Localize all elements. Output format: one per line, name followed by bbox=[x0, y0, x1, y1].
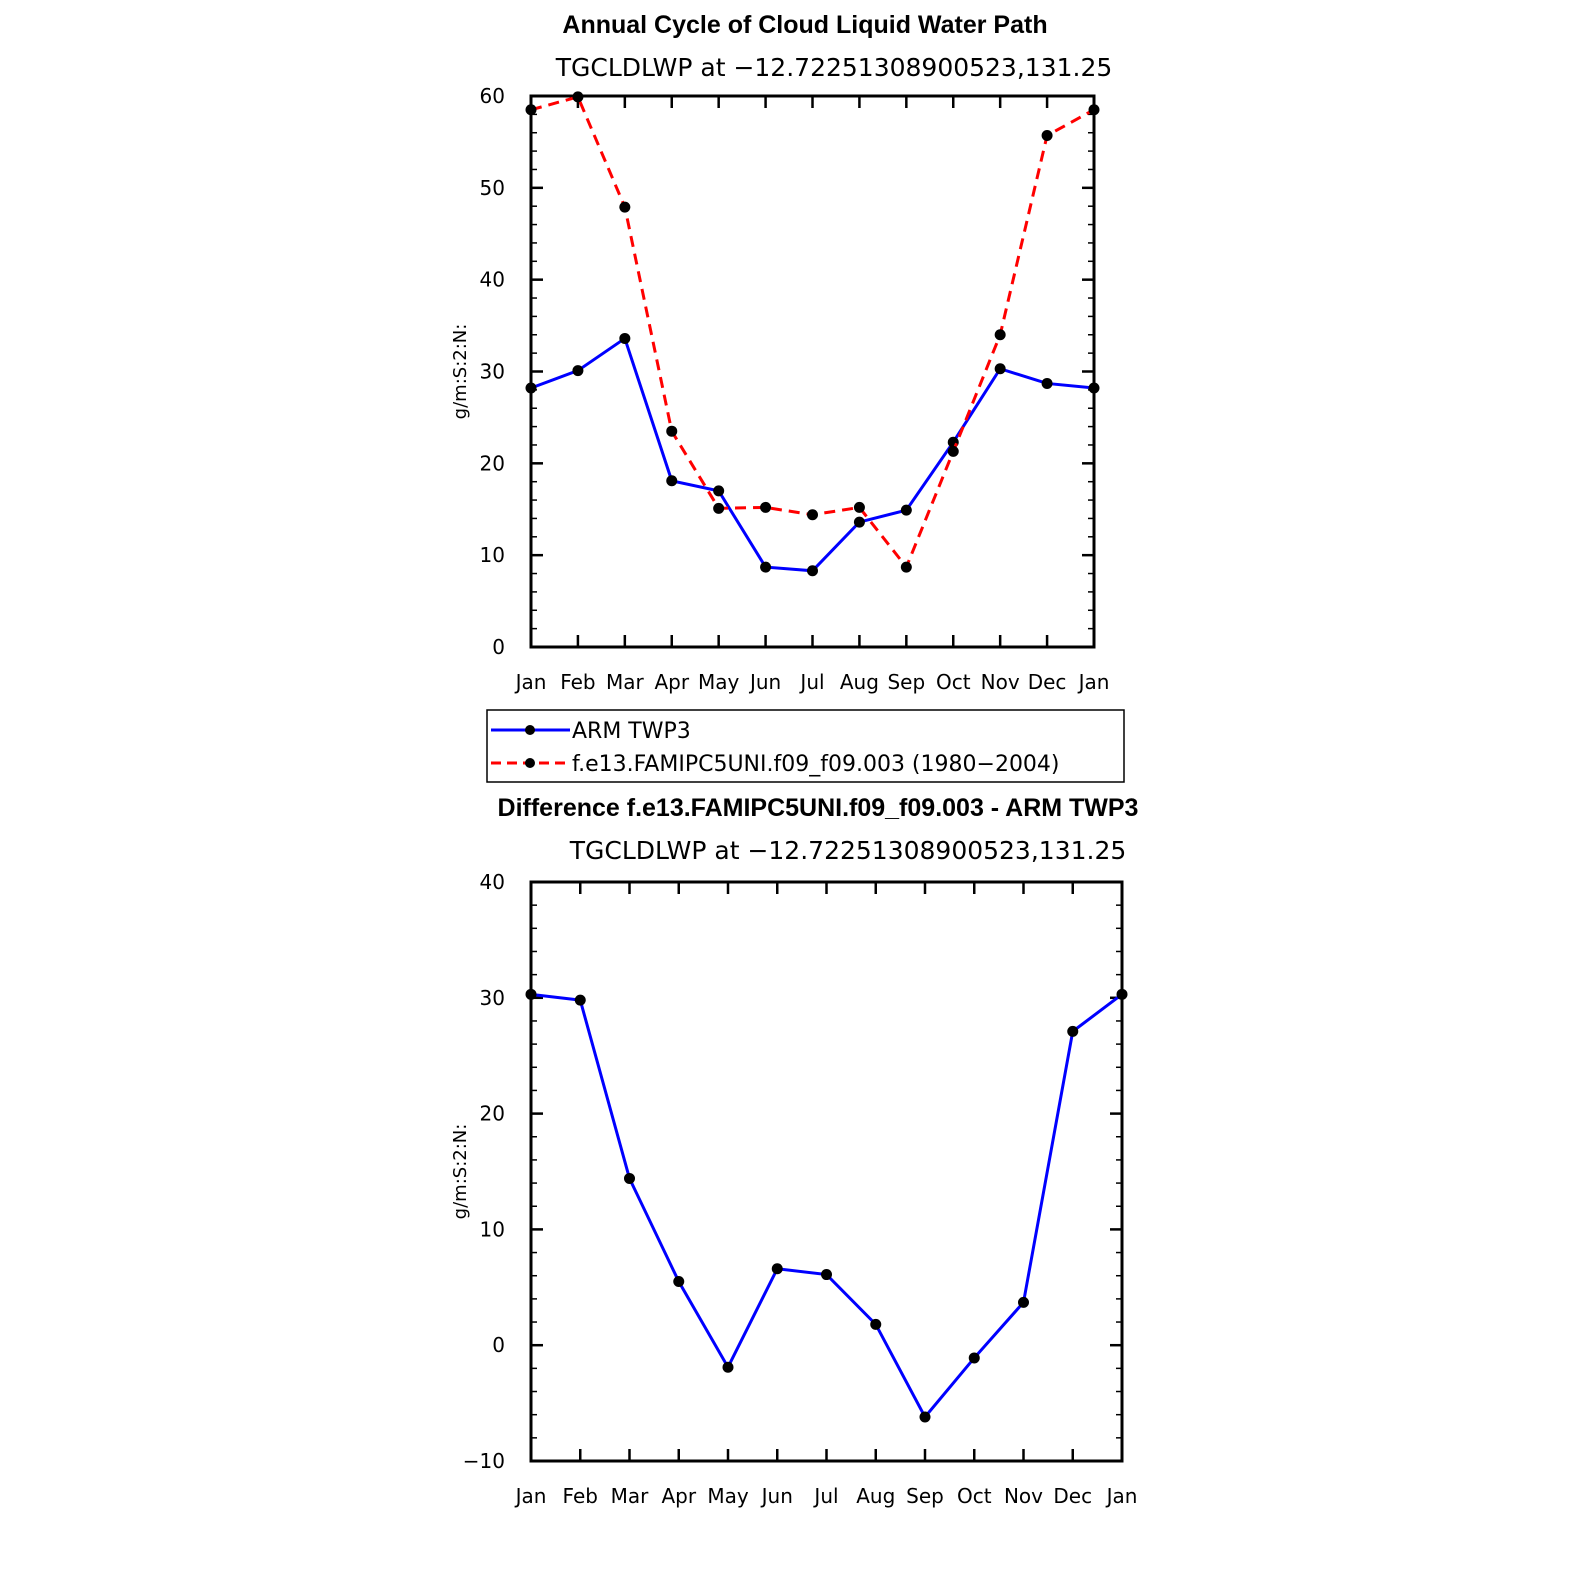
top-x-tick-label: Apr bbox=[654, 670, 689, 694]
top-series-1-point bbox=[666, 425, 678, 437]
bottom-y-tick-label: 30 bbox=[480, 986, 505, 1010]
bottom-series-0-point bbox=[722, 1361, 734, 1373]
bottom-series-0-point bbox=[870, 1318, 882, 1330]
bottom-series-0-point bbox=[771, 1263, 783, 1275]
bottom-series-0-point bbox=[624, 1172, 635, 1184]
bottom-x-tick-label: Jan bbox=[514, 1484, 547, 1508]
legend-label-model: f.e13.FAMIPC5UNI.f09_f09.003 (1980−2004) bbox=[572, 752, 1060, 777]
bottom-y-tick-label: 20 bbox=[480, 1102, 505, 1126]
top-y-tick-label: 10 bbox=[480, 543, 505, 567]
top-series-1-point bbox=[572, 91, 584, 103]
top-series-0-point bbox=[994, 363, 1006, 375]
legend: ARM TWP3 f.e13.FAMIPC5UNI.f09_f09.003 (1… bbox=[486, 709, 1125, 783]
bottom-y-tick-label: 10 bbox=[480, 1217, 505, 1241]
top-series-0-point bbox=[1088, 382, 1100, 394]
bottom-y-axis-label: g/m:S:2:N: bbox=[450, 1124, 471, 1220]
top-chart-subtitle: TGCLDLWP at −12.72251308900523,131.25 bbox=[555, 53, 1113, 82]
bottom-series-0-point bbox=[1067, 1025, 1079, 1037]
bottom-x-tick-label: May bbox=[707, 1484, 749, 1508]
top-x-tick-label: Jul bbox=[798, 670, 824, 694]
legend-marker-arm bbox=[525, 725, 535, 735]
top-y-tick-label: 0 bbox=[492, 635, 505, 659]
top-y-tick-label: 60 bbox=[480, 84, 505, 108]
bottom-x-tick-label: Mar bbox=[611, 1484, 650, 1508]
legend-marker-model bbox=[525, 758, 535, 768]
top-x-tick-label: Feb bbox=[560, 670, 595, 694]
top-x-tick-label: Jan bbox=[514, 670, 547, 694]
bottom-chart-marks bbox=[525, 988, 1128, 1423]
legend-label-arm: ARM TWP3 bbox=[572, 719, 691, 744]
top-y-tick-label: 50 bbox=[480, 176, 505, 200]
bottom-series-0-point bbox=[968, 1352, 980, 1364]
bottom-y-tick-label: −10 bbox=[463, 1449, 505, 1473]
legend-box bbox=[486, 709, 1125, 783]
bottom-series-0-point bbox=[1018, 1296, 1029, 1308]
bottom-y-tick-label: 40 bbox=[480, 870, 505, 894]
top-y-axis-label: g/m:S:2:N: bbox=[450, 324, 471, 420]
top-series-1-point bbox=[807, 509, 818, 521]
bottom-series-0-point bbox=[525, 988, 537, 1000]
top-series-0-point bbox=[572, 365, 584, 377]
top-series-1-point bbox=[947, 445, 959, 457]
bottom-x-tick-label: Dec bbox=[1053, 1484, 1092, 1508]
bottom-series-line-0 bbox=[530, 992, 1123, 1420]
bottom-chart-axes: Jan Feb Mar Apr May Jun Jul Aug Sep Oct Nov Dec Jan−… bbox=[450, 870, 1137, 1508]
top-y-tick-label: 30 bbox=[480, 360, 505, 384]
top-chart-marks bbox=[525, 91, 1100, 577]
top-series-1-point bbox=[525, 104, 537, 116]
bottom-x-tick-label: Nov bbox=[1004, 1484, 1043, 1508]
top-series-line-1 bbox=[530, 95, 1095, 571]
bottom-series-0-point bbox=[821, 1269, 832, 1281]
top-series-0-point bbox=[853, 516, 865, 528]
top-series-1-point bbox=[713, 502, 725, 514]
top-y-tick-label: 40 bbox=[480, 268, 505, 292]
top-series-0-point bbox=[713, 485, 725, 497]
bottom-x-tick-label: Aug bbox=[856, 1484, 895, 1508]
top-series-1-point bbox=[853, 501, 865, 513]
bottom-series-0-point bbox=[673, 1276, 685, 1288]
bottom-x-tick-label: Sep bbox=[906, 1484, 944, 1508]
bottom-plot-frame bbox=[529, 880, 1124, 1463]
top-series-1-point bbox=[1088, 104, 1100, 116]
top-series-0-point bbox=[807, 565, 818, 577]
bottom-series-0-point bbox=[919, 1411, 931, 1423]
bottom-series-0-point bbox=[574, 994, 586, 1006]
top-y-tick-label: 20 bbox=[480, 451, 505, 475]
top-x-tick-label: Sep bbox=[887, 670, 925, 694]
top-series-0-point bbox=[1041, 377, 1053, 389]
top-chart-axes: Jan Feb Mar Apr May Jun Jul Aug Sep Oct Nov Dec Jan 0… bbox=[450, 84, 1109, 694]
top-x-tick-label: May bbox=[698, 670, 740, 694]
bottom-x-tick-label: Jun bbox=[760, 1484, 793, 1508]
bottom-y-tick-label: 0 bbox=[492, 1333, 505, 1357]
top-series-0-point bbox=[760, 561, 772, 573]
top-series-1-point bbox=[900, 561, 912, 573]
top-series-0-point bbox=[666, 475, 678, 487]
top-series-line-0 bbox=[530, 336, 1095, 573]
top-x-tick-label: Nov bbox=[981, 670, 1020, 694]
top-chart-title: Annual Cycle of Cloud Liquid Water Path bbox=[562, 11, 1047, 39]
bottom-series-0-point bbox=[1116, 988, 1128, 1000]
bottom-x-tick-label: Oct bbox=[957, 1484, 992, 1508]
top-series-0-point bbox=[525, 382, 537, 394]
top-series-1-point bbox=[760, 501, 772, 513]
top-x-tick-label: Oct bbox=[936, 670, 971, 694]
bottom-x-tick-label: Jul bbox=[812, 1484, 838, 1508]
top-x-tick-label: Aug bbox=[840, 670, 879, 694]
bottom-x-tick-label: Jan bbox=[1105, 1484, 1138, 1508]
top-series-1-point bbox=[619, 201, 631, 213]
top-series-0-point bbox=[900, 504, 912, 516]
bottom-chart-subtitle: TGCLDLWP at −12.72251308900523,131.25 bbox=[569, 836, 1127, 865]
top-x-tick-label: Jan bbox=[1077, 670, 1110, 694]
top-series-0-point bbox=[619, 332, 631, 344]
top-x-tick-label: Mar bbox=[606, 670, 645, 694]
top-series-1-point bbox=[994, 329, 1006, 341]
bottom-chart-title: Difference f.e13.FAMIPC5UNI.f09_f09.003 … bbox=[498, 794, 1139, 822]
bottom-x-tick-label: Apr bbox=[661, 1484, 696, 1508]
bottom-x-tick-label: Feb bbox=[563, 1484, 598, 1508]
top-x-tick-label: Jun bbox=[748, 670, 781, 694]
top-series-1-point bbox=[1041, 129, 1053, 141]
top-x-tick-label: Dec bbox=[1028, 670, 1067, 694]
